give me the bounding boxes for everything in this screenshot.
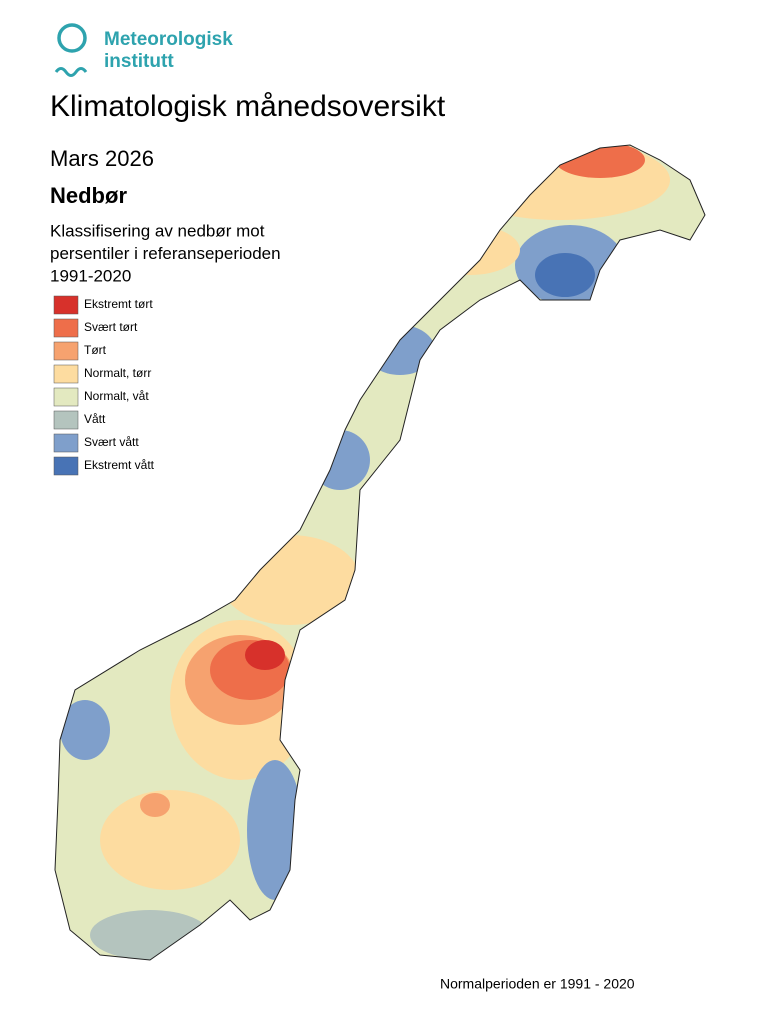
subtitle: Klassifisering av nedbør mot persentiler … [50,221,281,285]
legend-label: Tørt [84,343,107,357]
legend-label: Ekstremt tørt [84,297,153,311]
map [55,145,705,960]
logo: Meteorologisk institutt [54,23,233,77]
legend-swatch [53,410,79,430]
legend-swatch [53,387,79,407]
legend-swatch [53,433,79,453]
legend-label: Normalt, tørr [84,366,151,380]
subtitle-line: 1991-2020 [50,266,131,285]
logo-text: Meteorologisk [104,29,233,50]
legend-swatch [53,318,79,338]
subtitle-line: Klassifisering av nedbør mot [50,221,265,240]
title: Klimatologisk månedsoversikt [50,90,446,123]
legend-label: Vått [84,412,106,426]
legend-swatch [53,341,79,361]
footnote: Normalperioden er 1991 - 2020 [440,976,635,992]
legend-label: Ekstremt vått [84,458,155,472]
legend-swatch [53,295,79,315]
legend-label: Normalt, våt [84,389,149,403]
legend: Ekstremt tørt Svært tørt Tørt Normalt, tørr… [53,295,155,476]
legend-swatch [53,364,79,384]
legend-swatch [53,456,79,476]
legend-label: Svært vått [84,435,139,449]
variable: Nedbør [50,183,127,208]
logo-text: institutt [104,51,174,72]
legend-label: Svært tørt [84,320,138,334]
subtitle-line: persentiler i referanseperioden [50,244,281,263]
period: Mars 2026 [50,146,154,171]
